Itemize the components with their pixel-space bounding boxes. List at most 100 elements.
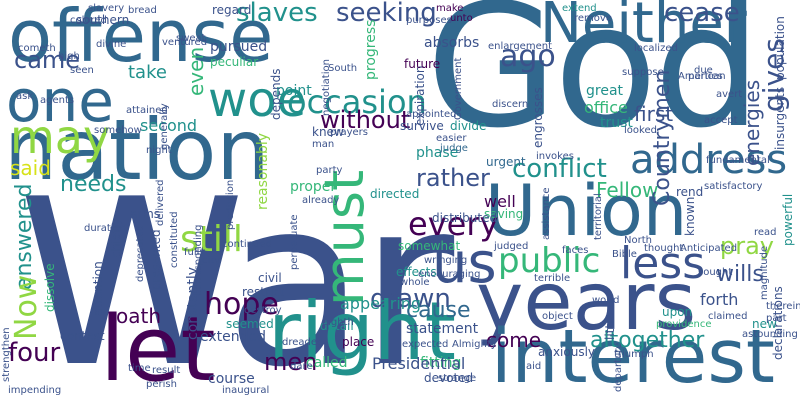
word-world: world (592, 295, 620, 306)
word-colored: colored (70, 15, 107, 26)
word-reasonably: reasonably (255, 132, 271, 210)
word-anxiously: anxiously (538, 345, 596, 359)
word-needs: needs (60, 172, 127, 197)
word-fellow: Fellow (596, 178, 659, 202)
word-detail: detail (320, 319, 354, 333)
word-directed: directed (370, 187, 420, 201)
word-object: object (542, 311, 573, 322)
word-agents: agents (40, 95, 75, 106)
word-claimed: claimed (708, 311, 748, 322)
word-judge: judge (440, 143, 468, 154)
word-therein: therein (766, 301, 800, 312)
word-place: place (342, 335, 375, 349)
word-population: population (773, 16, 787, 80)
word-cometh: cometh (18, 43, 56, 54)
word-impending: impending (8, 385, 62, 396)
word-take: take (128, 62, 167, 83)
word-assistance: assistance (541, 187, 552, 240)
word-bread: bread (128, 5, 157, 16)
word-presidential: Presidential (372, 354, 466, 373)
word-purposes: purposes (406, 15, 452, 26)
word-proper: proper (290, 179, 337, 195)
word-war: War (18, 151, 454, 400)
word-powerful: powerful (781, 193, 795, 246)
word-somehow: somehow (94, 125, 142, 136)
word-little: little (603, 313, 617, 340)
word-read: read (754, 227, 777, 238)
word-energies: energies (740, 79, 764, 166)
word-easier: easier (436, 133, 467, 144)
word-dissolve: dissolve (43, 263, 57, 312)
word-occasion: occasion (287, 83, 427, 121)
word-first: first (634, 102, 674, 126)
word-suppose: suppose (622, 67, 664, 78)
word-ago: ago (500, 39, 556, 74)
word-man: man (312, 139, 335, 150)
word-fitting: fitting (420, 355, 462, 371)
word-wills: wills (716, 262, 764, 287)
word-localized: localized (634, 43, 678, 54)
word-sweat: sweat (176, 33, 206, 44)
word-distributed: distributed (432, 211, 498, 225)
word-city: city (202, 255, 221, 266)
word-night: night (146, 145, 172, 156)
word-dreaded: dreaded (282, 337, 324, 348)
word-part: part (766, 313, 787, 324)
word-interest: interest (491, 314, 775, 400)
word-still: still (180, 219, 243, 260)
word-every: every (408, 205, 499, 243)
word-attained: attained (126, 105, 168, 116)
word-cause: cause (406, 298, 471, 323)
word-peculiar: peculiar (210, 55, 259, 69)
word-looked: looked (624, 125, 657, 136)
word-progress: progress (363, 19, 379, 80)
word-discern: discern (492, 99, 529, 110)
word-already: already (302, 195, 340, 206)
word-known: known (683, 196, 697, 236)
word-delivered: delivered (155, 179, 166, 226)
word-destroy: destroy (244, 305, 282, 316)
word-whole: whole (400, 277, 430, 288)
word-now: Now (9, 274, 44, 340)
word-altogether: altogether (590, 328, 705, 353)
word-triumph: triumph (614, 349, 654, 360)
word-astounding: astounding (742, 329, 798, 340)
word-countrymen: Countrymen (650, 69, 675, 206)
word-perpetuate: perpetuate (289, 214, 300, 270)
word-unto: unto (450, 13, 473, 24)
word-perish: perish (146, 379, 177, 390)
word-upon: upon (662, 305, 693, 319)
word-slavery: slavery (88, 3, 125, 14)
word-due: due (694, 65, 713, 76)
word-less: less (620, 238, 706, 289)
word-encouraging: encouraging (418, 269, 481, 280)
word-thought: thought (644, 243, 684, 254)
word-avert: avert (716, 89, 743, 100)
word-satisfactory: satisfactory (704, 181, 763, 192)
word-sought: sought (698, 267, 733, 278)
word-seen: seen (70, 65, 94, 76)
word-strengthen: strengthen (1, 327, 12, 382)
word-extended: extended (200, 329, 267, 345)
word-faces: faces (562, 245, 589, 256)
word-course: course (208, 371, 255, 387)
word-fully: fully (184, 247, 206, 258)
word-us: us (432, 231, 497, 296)
word-extend: extend (562, 3, 597, 14)
word-constituted: constituted (169, 211, 180, 268)
word-saving: saving (484, 207, 524, 221)
word-forth: forth (700, 290, 739, 309)
word-said: said (10, 156, 51, 180)
word-party: party (316, 165, 343, 176)
word-appointed: appointed (406, 109, 457, 120)
word-absorbs: absorbs (424, 35, 480, 51)
word-conflict: conflict (512, 154, 607, 184)
word-accept: accept (704, 115, 738, 126)
word-appearing: appearing (340, 294, 422, 313)
word-effects: effects (396, 265, 437, 279)
word-pray: pray (720, 232, 775, 260)
word-strange: strange (438, 373, 477, 384)
word-anticipated: Anticipated (680, 243, 738, 254)
word-union: Union (485, 170, 688, 252)
word-trust: trust (600, 115, 633, 131)
